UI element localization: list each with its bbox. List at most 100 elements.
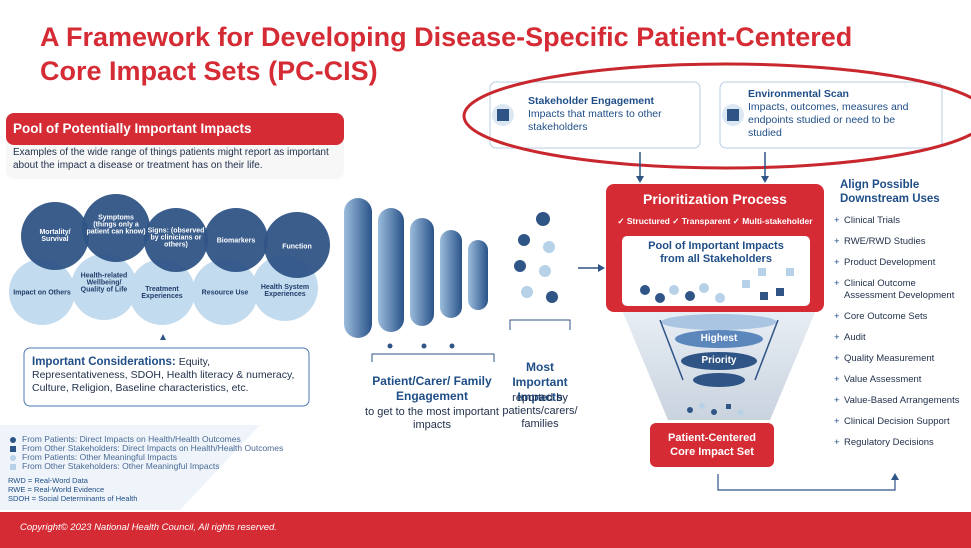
circle-label: Health-related Wellbeing/ Quality of Lif…: [80, 272, 128, 294]
pool-description: Examples of the wide range of things pat…: [13, 147, 329, 171]
funnel-label: Priority: [701, 355, 737, 366]
funnel-label: Highest: [700, 333, 738, 344]
result: Patient-Centered Core Impact Set: [667, 432, 757, 458]
circle: [129, 259, 195, 325]
legend-marker: [10, 455, 16, 461]
arrow: [598, 264, 605, 272]
circle-label: Biomarkers: [216, 237, 256, 245]
downstream-item: Clinical Trials: [834, 215, 964, 227]
environmental-title: Environmental Scan: [748, 88, 849, 100]
disc: [675, 330, 763, 348]
box: [719, 81, 943, 149]
prioritization-criteria: ✓ Structured ✓ Transparent ✓ Multi-stake…: [617, 216, 813, 226]
square: [726, 404, 731, 409]
title: Core Impact Sets (PC-CIS): [40, 56, 378, 86]
downstream-title: Align Possible Downstream Uses: [840, 179, 940, 205]
abbreviation: RWD = Real-Word Data: [8, 476, 88, 485]
bracket: [509, 319, 571, 330]
downstream-item: Value Assessment: [834, 374, 964, 386]
legend-item: From Patients: Direct Impacts on Health/…: [22, 434, 241, 444]
pool-header: [6, 113, 344, 145]
abbreviations: RWD = Real-Word Data RWE = Real-World Ev…: [8, 476, 137, 503]
square: [776, 288, 784, 296]
circle-label: Impact on Others: [13, 289, 71, 297]
square: [786, 268, 794, 276]
square: [742, 280, 750, 288]
environmental-text: Impacts, outcomes, measures and endpoint…: [748, 101, 909, 139]
stakeholder-text: Impacts that matters to other stakeholde…: [528, 108, 662, 133]
most-important-title: Most Important Impacts: [512, 360, 568, 404]
dot: [655, 293, 665, 303]
circle-label: Treatment Experiences: [141, 286, 183, 300]
abbreviation: RWE = Real-World Evidence: [8, 485, 105, 494]
circle-label: Function: [282, 243, 312, 251]
downstream-item: Product Development: [834, 257, 964, 269]
circle: [192, 259, 258, 325]
circle: [21, 202, 89, 270]
square: [760, 292, 768, 300]
downstream-item: Value-Based Arrangements: [834, 395, 964, 407]
cylinders: [344, 198, 488, 338]
arrow: [636, 176, 644, 183]
circle-label: Symptoms (things only a patient can know…: [86, 214, 146, 236]
downstream-item: Clinical Decision Support: [834, 416, 964, 428]
pool-box: [622, 236, 810, 306]
funnel-dots: [687, 403, 743, 415]
legend-marker: [10, 446, 16, 452]
disc: [681, 352, 757, 370]
dot: [518, 234, 530, 246]
dot: [669, 285, 679, 295]
dot: [387, 343, 393, 349]
downstream-item: Quality Measurement: [834, 353, 964, 365]
dot: [543, 241, 555, 253]
considerations-label: Important Considerations:: [32, 356, 176, 368]
pool-dots: [640, 268, 794, 303]
downstream-item: Clinical Outcome Assessment Development: [834, 278, 964, 302]
engagement-text: to get to the most important impacts: [365, 406, 499, 431]
dot: [687, 407, 693, 413]
legend-marker: [10, 464, 16, 470]
downstream-list: Clinical Trials RWE/RWD Studies Product De…: [834, 215, 964, 458]
dot: [449, 343, 455, 349]
engagement-title: Patient/Carer/ Family Engagement: [372, 374, 492, 403]
dot: [546, 291, 558, 303]
circle: [144, 208, 208, 272]
icon: [727, 109, 739, 121]
most-important-text: reported by patients/carers/ families: [502, 392, 578, 430]
dot: [514, 260, 526, 272]
stakeholder-title: Stakeholder Engagement: [528, 95, 655, 107]
cylinder: [410, 218, 434, 326]
circle-label: Mortality/ Survival: [39, 229, 71, 243]
downstream-item: RWE/RWD Studies: [834, 236, 964, 248]
bracket: [371, 353, 495, 362]
cylinder: [440, 230, 462, 318]
dot: [685, 291, 695, 301]
legend-bg: [0, 425, 260, 510]
legend-marker: [10, 437, 16, 443]
arrow: [754, 319, 779, 381]
circle-label: Resource Use: [201, 289, 249, 297]
pool-title: Pool of Potentially Important Impacts: [13, 121, 252, 136]
arrow: [717, 474, 896, 491]
considerations-box: [23, 347, 310, 407]
downstream-item: Regulatory Decisions: [834, 437, 964, 449]
circle-label: Health System Experiences: [260, 284, 310, 298]
title: A Framework for Developing Disease-Speci…: [40, 22, 853, 52]
legend-item: From Other Stakeholders: Direct Impacts …: [22, 443, 284, 453]
downstream-item: Core Outcome Sets: [834, 311, 964, 323]
legend-item: From Patients: Other Meaningful Impacts: [22, 452, 177, 462]
abbreviation: SDOH = Social Determinants of Health: [8, 494, 138, 503]
circle: [82, 194, 150, 262]
considerations: Important Considerations: Equity, Repres…: [32, 356, 304, 395]
dot: [536, 212, 550, 226]
considerations-text: Equity, Representativeness, SDOH, Health…: [32, 356, 295, 394]
circle: [71, 254, 137, 320]
dots: [514, 212, 558, 303]
arrow: [160, 334, 166, 340]
dot: [539, 265, 551, 277]
circle-label: Signs: (observed by clinicians or others…: [147, 227, 205, 249]
highlight-oval: [462, 62, 971, 170]
cylinder: [378, 208, 404, 332]
